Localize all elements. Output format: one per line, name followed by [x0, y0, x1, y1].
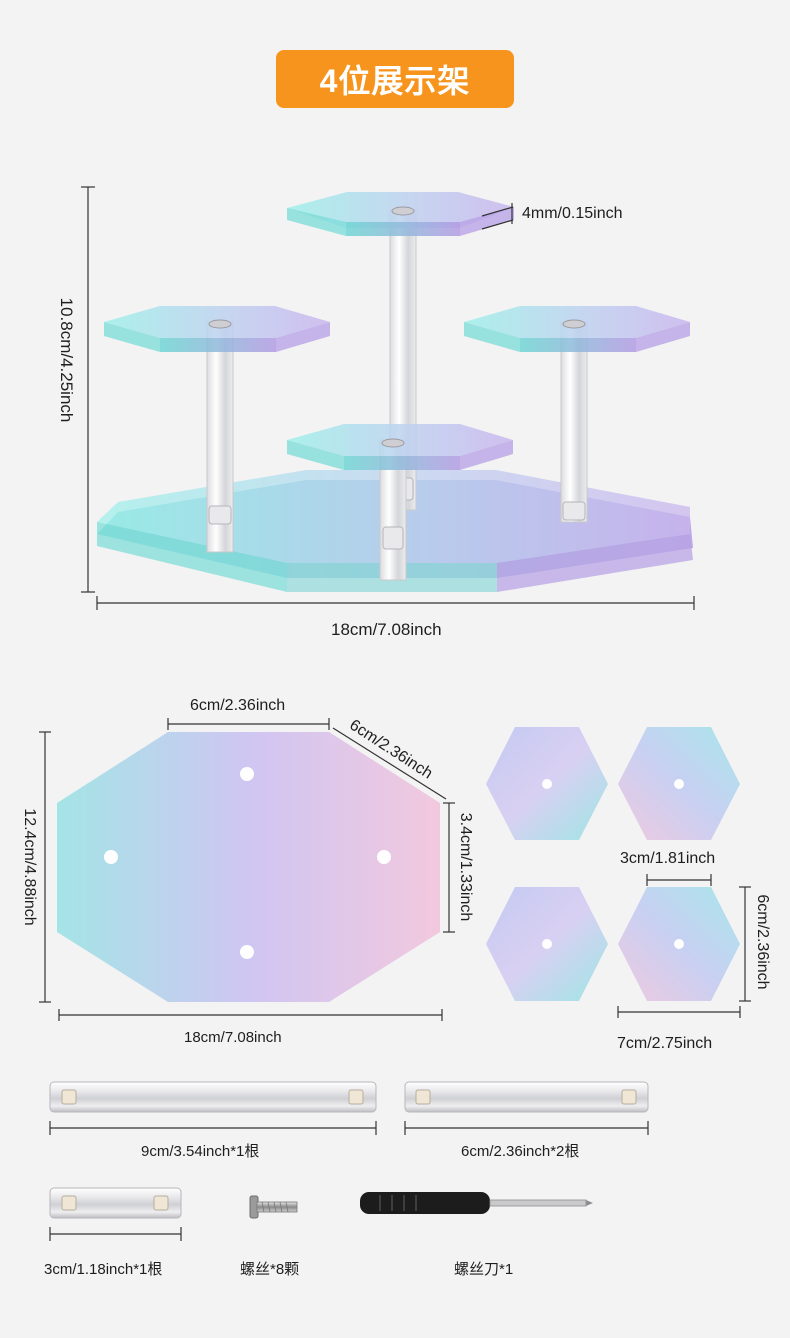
stand-rod-right: [560, 321, 588, 523]
hex-gap-label: 3cm/1.81inch: [620, 850, 716, 867]
rod-long-label: 9cm/3.54inch*1根: [141, 1143, 260, 1160]
rod-mid: [404, 1081, 649, 1113]
hex-width-label: 7cm/2.75inch: [617, 1035, 713, 1052]
rod-short: [49, 1187, 182, 1219]
screw-icon: [249, 1195, 298, 1219]
screwdriver-label: 螺丝刀*1: [454, 1261, 514, 1278]
rod-mid-dimension: [404, 1121, 649, 1135]
rod-long: [49, 1081, 377, 1113]
hex-panel-3: [486, 887, 608, 1001]
hex-dimensions: [617, 874, 751, 1018]
hex-panel-1: [486, 727, 608, 840]
height-dimension-line: [81, 186, 95, 593]
stand-rod-left: [206, 321, 234, 553]
base-top-edge-label: 6cm/2.36inch: [190, 697, 286, 714]
platform-right: [464, 306, 690, 352]
title-badge: 4位展示架: [276, 50, 514, 108]
base-side-edge-label: 3.4cm/1.33inch: [457, 812, 474, 922]
screws-label: 螺丝*8颗: [240, 1261, 300, 1278]
hex-height-label: 6cm/2.36inch: [754, 894, 771, 990]
rod-long-dimension: [49, 1121, 377, 1135]
base-width-label: 18cm/7.08inch: [184, 1029, 282, 1046]
assembled-thickness-label: 4mm/0.15inch: [522, 205, 623, 222]
platform-middle: [287, 424, 513, 470]
base-panel-dimensions: [39, 718, 455, 1021]
width-dimension-line: [96, 596, 695, 610]
screwdriver-icon: [360, 1192, 593, 1214]
platform-left: [104, 306, 330, 352]
rod-short-label: 3cm/1.18inch*1根: [44, 1261, 163, 1278]
assembled-height-label: 10.8cm/4.25inch: [57, 297, 76, 423]
flat-base-panel: [39, 718, 455, 1021]
rod-mid-label: 6cm/2.36inch*2根: [461, 1143, 580, 1160]
hex-panel-4: [618, 887, 740, 1001]
thickness-dimension-line: [481, 203, 514, 230]
hex-panel-2: [618, 727, 740, 840]
assembled-stand: [81, 186, 695, 610]
base-height-label: 12.4cm/4.88inch: [21, 808, 38, 926]
platform-top: [287, 192, 514, 236]
rod-short-dimension: [49, 1227, 182, 1241]
assembled-width-label: 18cm/7.08inch: [331, 620, 442, 639]
